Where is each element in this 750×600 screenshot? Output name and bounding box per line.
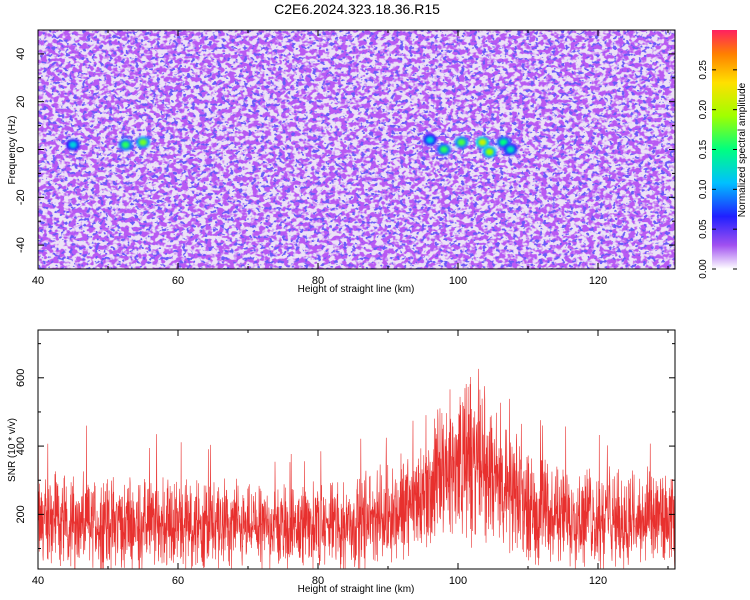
spectrogram-x-tick-label: 40 [32, 275, 44, 287]
spectrogram-y-label: Frequency (Hz) [7, 116, 18, 185]
snr-x-tick-label: 100 [449, 575, 467, 587]
spectrogram-x-tick-label: 100 [449, 275, 467, 287]
spectrogram-hotspot [457, 138, 466, 146]
spectrogram-hotspot [426, 136, 434, 144]
colorbar-tick-label: 0.00 [698, 259, 709, 279]
spectrogram-x-label: Height of straight line (km) [298, 284, 415, 295]
spectrogram-hotspot [440, 146, 448, 153]
spectrogram-x-tick-label: 60 [172, 275, 184, 287]
spectrogram-x-tick-label: 80 [312, 275, 324, 287]
snr-x-tick-label: 40 [32, 575, 44, 587]
spectrogram-x-tick-label: 120 [589, 275, 607, 287]
colorbar: 0.00 0.05 0.10 0.15 0.20 0.25 Normalized spec… [698, 30, 748, 279]
snr-x-ticks: 40 60 80 100 120 [32, 330, 669, 587]
spectrogram-hotspot [139, 138, 147, 146]
colorbar-ticks: 0.00 0.05 0.10 0.15 0.20 0.25 [698, 60, 737, 279]
snr-x-tick-label: 80 [312, 575, 324, 587]
colorbar-tick-label: 0.05 [698, 219, 709, 239]
colorbar-tick-label: 0.10 [698, 179, 709, 199]
spectrogram-x-ticks: 40 60 80 100 120 [32, 30, 669, 287]
snr-frame [37, 329, 676, 570]
snr-y-tick-label: 600 [15, 369, 27, 387]
colorbar-tick-label: 0.20 [698, 99, 709, 119]
spectrogram-hotspot [478, 138, 487, 146]
spectrogram-y-tick-label: -40 [15, 237, 27, 253]
spectrogram-y-tick-label: -20 [15, 189, 27, 205]
spectrogram-y-tick-label: 0 [15, 146, 27, 152]
colorbar-tick-label: 0.15 [698, 139, 709, 159]
snr-y-ticks: 200 400 600 [15, 343, 675, 550]
snr-y-tick-label: 400 [15, 437, 27, 455]
spectrogram-hotspots [66, 133, 518, 158]
spectrogram-hotspot [69, 141, 77, 149]
spectrogram-hotspot [499, 138, 508, 146]
spectrogram-hotspot [121, 141, 130, 149]
spectrogram-hotspot [485, 148, 494, 156]
colorbar-label: Normalized spectral amplitude [737, 82, 748, 217]
snr-x-label: Height of straight line (km) [298, 584, 415, 595]
spectrogram-panel: 40 60 80 100 120 -40 -20 0 20 40 Height of strai… [7, 29, 676, 295]
spectrogram-y-tick-label: 20 [15, 96, 27, 108]
spectrogram-y-tick-label: 40 [15, 48, 27, 60]
spectrogram-y-ticks: -40 -20 0 20 40 [15, 29, 675, 270]
spectrogram-image [38, 30, 675, 269]
figure-title: C2E6.2024.323.18.36.R15 [274, 1, 440, 17]
colorbar-bar [712, 30, 737, 269]
snr-x-tick-label: 60 [172, 575, 184, 587]
snr-series-line [38, 368, 675, 569]
spectrogram-speckle-blue [38, 30, 675, 269]
colorbar-tick-label: 0.25 [698, 60, 709, 80]
spectrogram-hotspot [506, 146, 515, 153]
snr-x-tick-label: 120 [589, 575, 607, 587]
snr-y-label: SNR (10 * v/v) [7, 418, 18, 482]
snr-y-tick-label: 200 [15, 505, 27, 523]
snr-panel: 40 60 80 100 120 200 400 600 Height of straigh… [7, 329, 676, 595]
